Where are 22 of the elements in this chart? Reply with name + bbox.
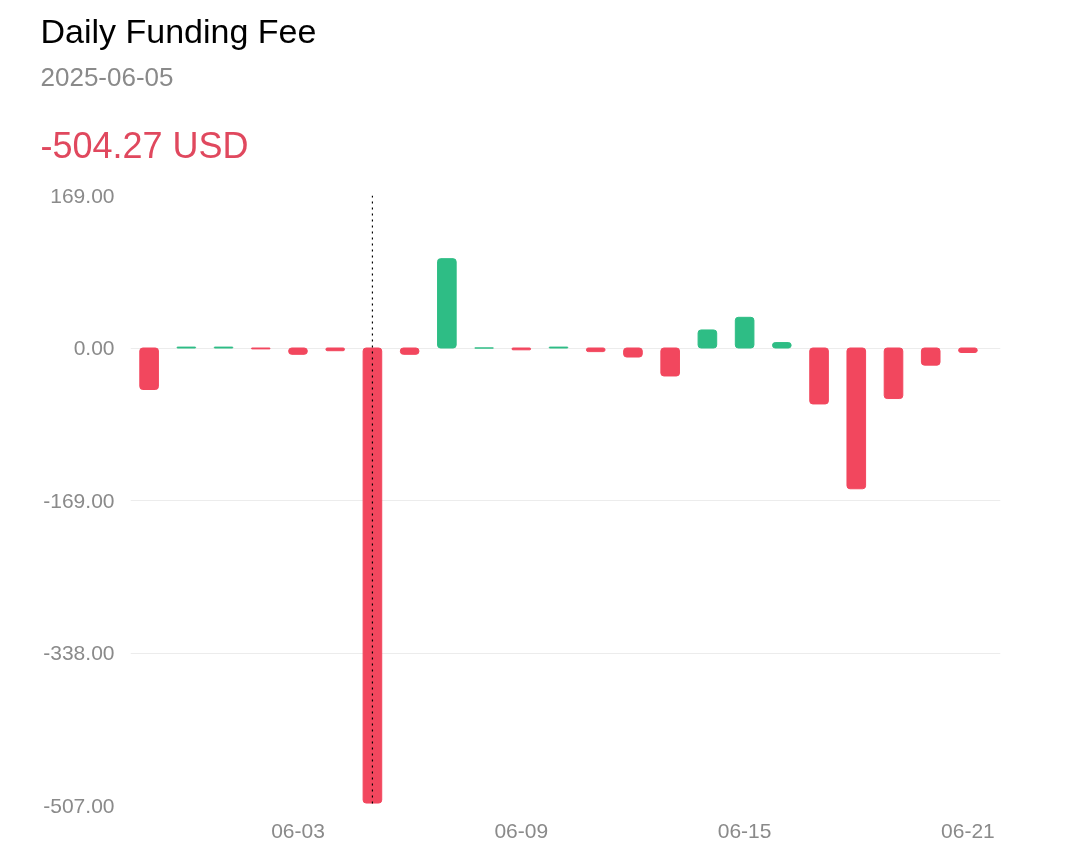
bar [846,347,867,490]
bar [697,329,718,349]
x-tick-label: 06-15 [717,818,772,842]
chart-title: Daily Funding Fee [40,11,317,50]
x-tick-label: 06-09 [494,818,549,842]
y-tick-label: 0.00 [73,336,115,359]
bar [883,347,904,400]
bar [139,347,159,391]
bar [920,347,941,366]
chart-subtitle: 2025-06-05 [40,61,174,92]
text: -504.27 USD [40,124,249,166]
y-tick-label: -169.00 [43,488,115,512]
bar [437,258,457,349]
y-tick-label: 169.00 [50,183,115,207]
x-tick-label: 06-03 [271,818,325,842]
y-tick-label: -507.00 [43,793,115,817]
bar [362,347,383,804]
x-tick-label: 06-21 [941,818,995,842]
bar [660,347,680,377]
y-tick-label: -338.00 [43,641,115,664]
bar [734,316,755,349]
bar [809,347,829,405]
